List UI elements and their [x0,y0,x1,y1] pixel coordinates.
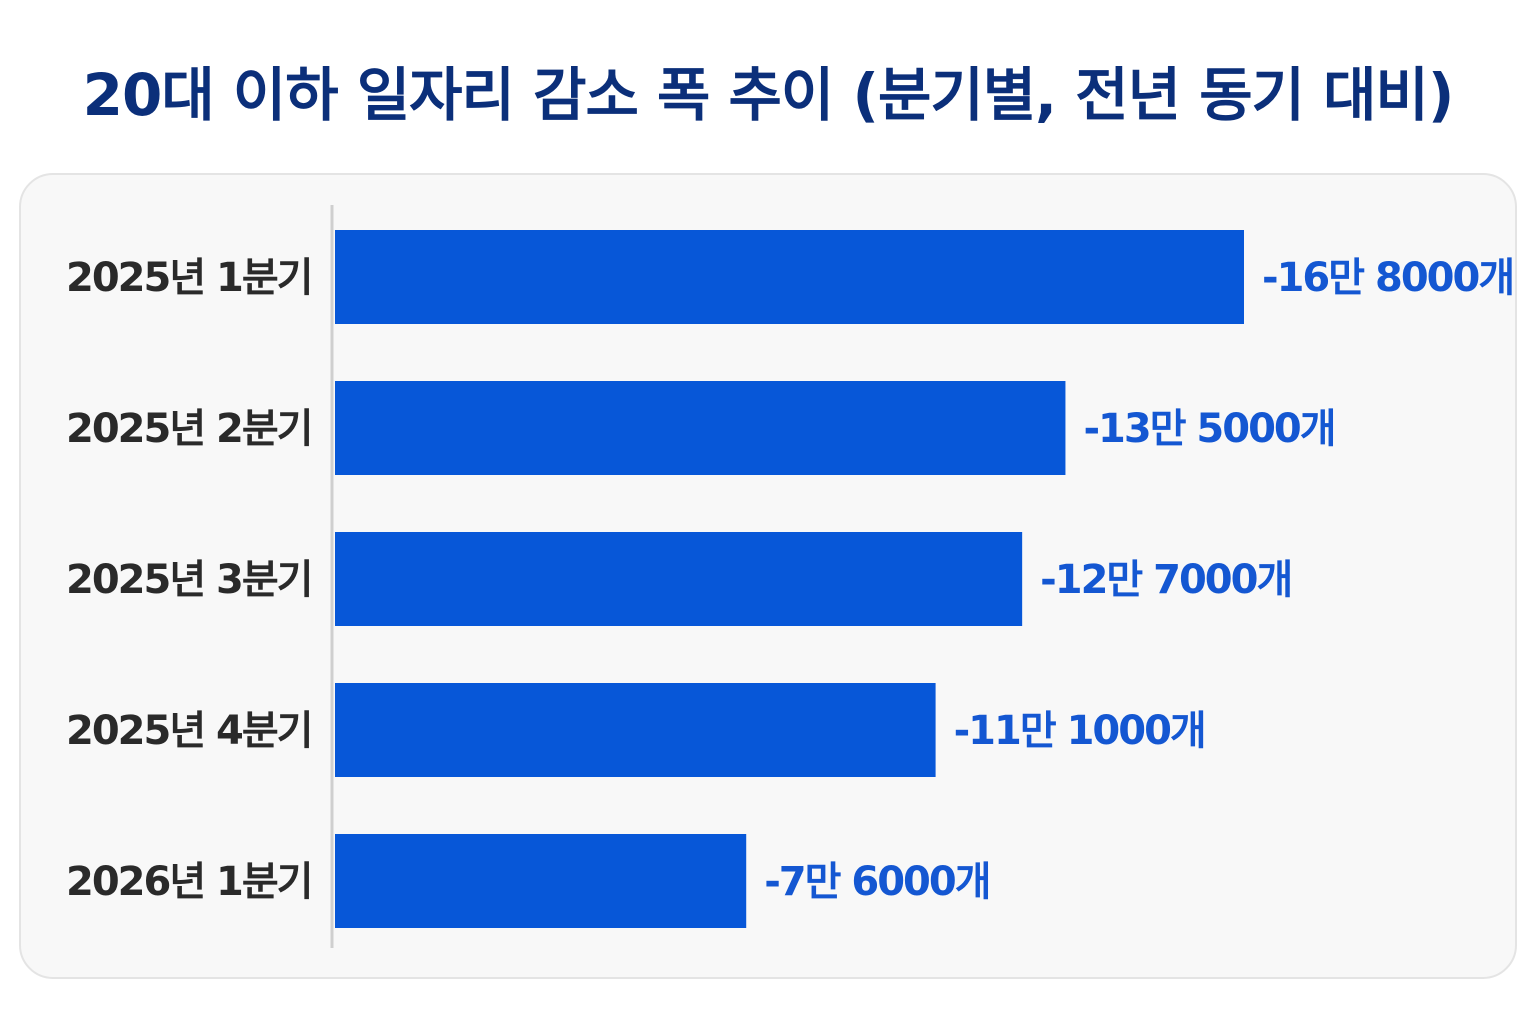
chart-title: 20대 이하 일자리 감소 폭 추이 (분기별, 전년 동기 대비) [82,61,1455,129]
category-label-1: 2025년 1분기 [66,255,312,301]
category-label-3: 2025년 3분기 [66,557,312,603]
category-label-2: 2025년 2분기 [66,406,312,452]
value-label-5: -7만 6000개 [764,859,989,905]
bar-2 [335,381,1066,475]
category-label-5: 2026년 1분기 [66,859,312,905]
value-label-4: -11만 1000개 [954,708,1205,754]
category-label-4: 2025년 4분기 [66,708,312,754]
value-label-2: -13만 5000개 [1083,406,1334,452]
bar-4 [335,683,936,777]
bar-5 [335,834,747,928]
value-label-1: -16만 8000개 [1262,255,1513,301]
bar-1 [335,230,1244,324]
bars-group: 2025년 1분기 -16만 8000개 2025년 2분기 -13만 5000개 20… [66,230,1515,928]
bar-3 [335,532,1023,626]
value-label-3: -12만 7000개 [1040,557,1291,603]
